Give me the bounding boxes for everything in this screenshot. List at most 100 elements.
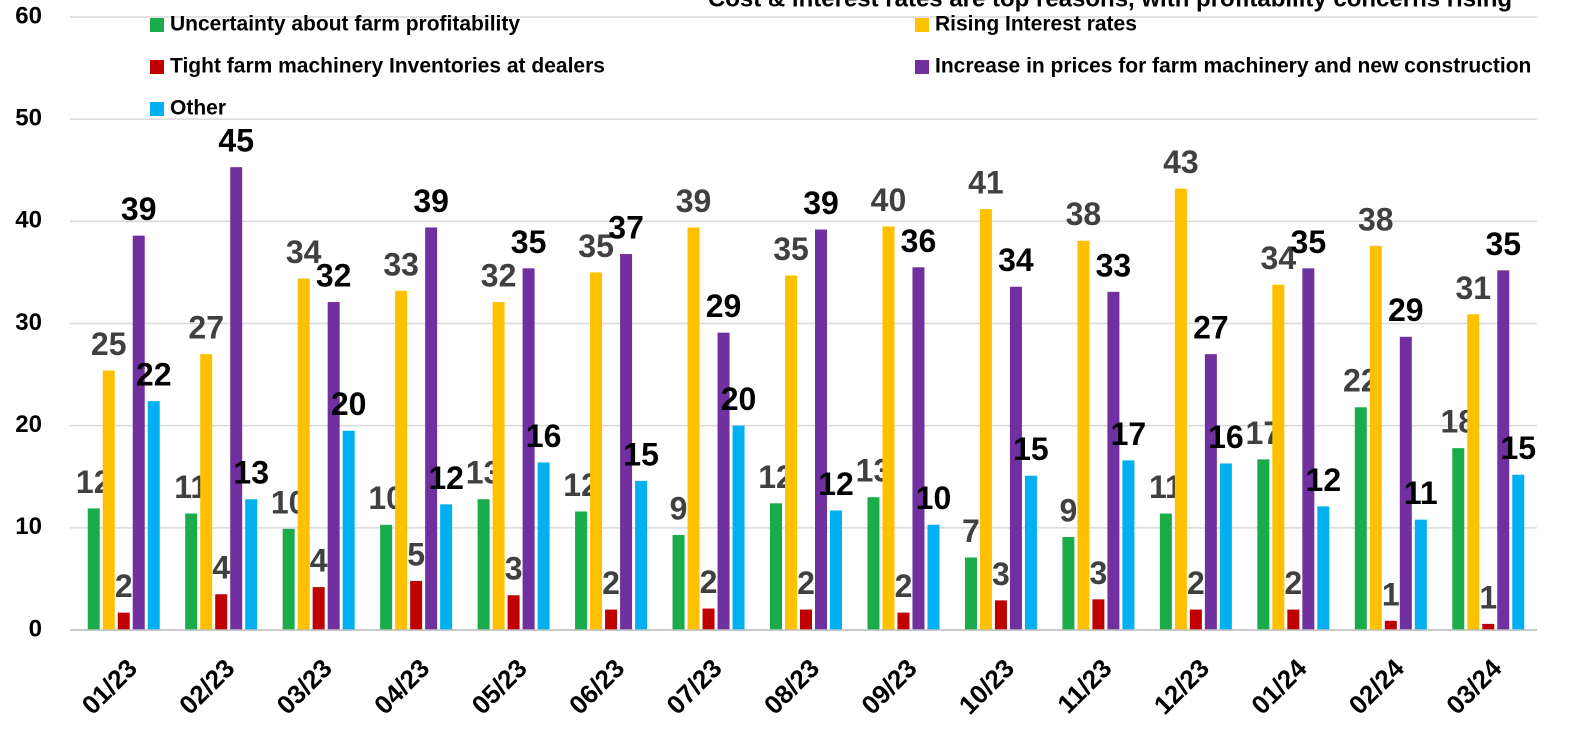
data-label: 3 (505, 551, 523, 587)
bar (477, 499, 490, 630)
x-tick-label: 12/23 (1148, 653, 1215, 720)
y-tick-label: 50 (15, 105, 42, 132)
bar (1024, 475, 1037, 630)
data-label: 34 (286, 234, 322, 270)
data-label: 16 (526, 418, 562, 454)
bar (425, 227, 438, 631)
x-tick-label: 10/23 (953, 653, 1020, 720)
bar (882, 226, 895, 631)
bar (1174, 188, 1187, 630)
data-label: 39 (676, 183, 712, 219)
bar (620, 254, 633, 630)
bar (87, 508, 100, 630)
bar (635, 480, 648, 630)
data-label: 22 (136, 357, 172, 393)
bar (1204, 354, 1217, 630)
x-tick-label: 11/23 (1051, 653, 1117, 719)
data-label: 4 (212, 550, 230, 586)
data-label: 39 (413, 183, 449, 219)
data-label: 35 (511, 224, 547, 260)
data-label: 3 (1090, 555, 1108, 591)
data-label: 41 (968, 165, 1004, 201)
data-label: 12 (428, 460, 464, 496)
bar (245, 499, 258, 630)
bar (1369, 245, 1382, 630)
legend-swatch (150, 102, 164, 116)
data-label: 36 (901, 223, 937, 259)
data-label: 20 (331, 386, 367, 422)
bar (687, 227, 700, 631)
y-tick-label: 30 (15, 309, 42, 336)
bar (215, 594, 228, 630)
data-label: 20 (721, 381, 757, 417)
bar (702, 608, 715, 630)
data-label: 1 (1382, 576, 1400, 612)
bar (147, 401, 160, 630)
data-label: 9 (1060, 492, 1078, 528)
bar (342, 430, 355, 630)
data-label: 7 (962, 513, 980, 549)
bar (575, 511, 588, 630)
bar (800, 609, 812, 630)
bar (537, 462, 550, 630)
data-label: 45 (218, 123, 254, 159)
data-label: 33 (383, 246, 419, 282)
bar (732, 425, 745, 630)
data-label: 35 (773, 231, 809, 267)
data-label: 9 (670, 490, 688, 526)
bar (132, 235, 145, 631)
x-tick-label: 02/24 (1343, 653, 1411, 721)
data-label: 12 (818, 466, 854, 502)
bar (605, 609, 618, 630)
bar (830, 510, 842, 630)
bar (440, 504, 453, 630)
bar (1122, 460, 1135, 630)
bar (297, 278, 310, 630)
data-label: 38 (1066, 196, 1102, 232)
y-tick-label: 20 (15, 411, 42, 438)
x-tick-label: 03/24 (1440, 653, 1508, 721)
data-label: 43 (1163, 144, 1199, 180)
bar (200, 354, 213, 630)
bar (1452, 448, 1465, 630)
bar (815, 229, 827, 631)
data-label: 13 (233, 455, 269, 491)
data-label: 15 (623, 436, 659, 472)
bar (1189, 609, 1202, 630)
bar (395, 290, 408, 630)
bar (927, 524, 940, 630)
data-label: 33 (1096, 247, 1132, 283)
bar (230, 167, 243, 630)
data-label: 2 (895, 568, 913, 604)
x-tick-label: 09/23 (855, 653, 922, 720)
x-tick-label: 01/23 (76, 653, 143, 720)
bar (770, 503, 782, 630)
data-label: 39 (803, 185, 839, 221)
bar (717, 332, 730, 630)
bar (1317, 506, 1330, 630)
bar (102, 370, 115, 630)
bar (1107, 291, 1120, 630)
data-label: 2 (1187, 565, 1205, 601)
data-label: 17 (1111, 416, 1147, 452)
data-label: 35 (1485, 226, 1521, 262)
legend-swatch (915, 60, 929, 74)
bar (1497, 270, 1510, 630)
bar (312, 587, 325, 630)
data-label: 34 (998, 242, 1034, 278)
data-label: 29 (706, 288, 742, 324)
bar (1467, 314, 1480, 630)
legend-swatch (915, 18, 929, 32)
bar (492, 302, 505, 630)
data-label: 25 (91, 326, 127, 362)
y-tick-label: 10 (15, 513, 42, 540)
bar (117, 612, 130, 630)
x-tick-label: 01/24 (1245, 653, 1313, 721)
bar (507, 595, 520, 630)
bar (1302, 268, 1315, 630)
bar (1287, 609, 1300, 630)
bar (1272, 284, 1285, 630)
bar (964, 557, 977, 630)
legend-swatch (150, 18, 164, 32)
y-tick-label: 0 (29, 615, 42, 642)
